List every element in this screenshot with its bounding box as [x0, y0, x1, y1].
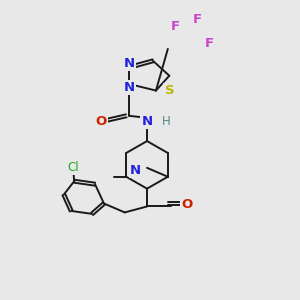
- Text: O: O: [95, 115, 106, 128]
- Text: F: F: [205, 37, 214, 50]
- Text: N: N: [130, 164, 141, 177]
- Text: F: F: [193, 13, 202, 26]
- Text: Cl: Cl: [67, 161, 79, 174]
- Text: N: N: [142, 115, 153, 128]
- Text: S: S: [164, 84, 174, 97]
- Text: H: H: [162, 115, 171, 128]
- Text: N: N: [124, 57, 135, 70]
- Text: O: O: [182, 199, 193, 212]
- Text: N: N: [124, 81, 135, 94]
- Text: F: F: [171, 20, 180, 33]
